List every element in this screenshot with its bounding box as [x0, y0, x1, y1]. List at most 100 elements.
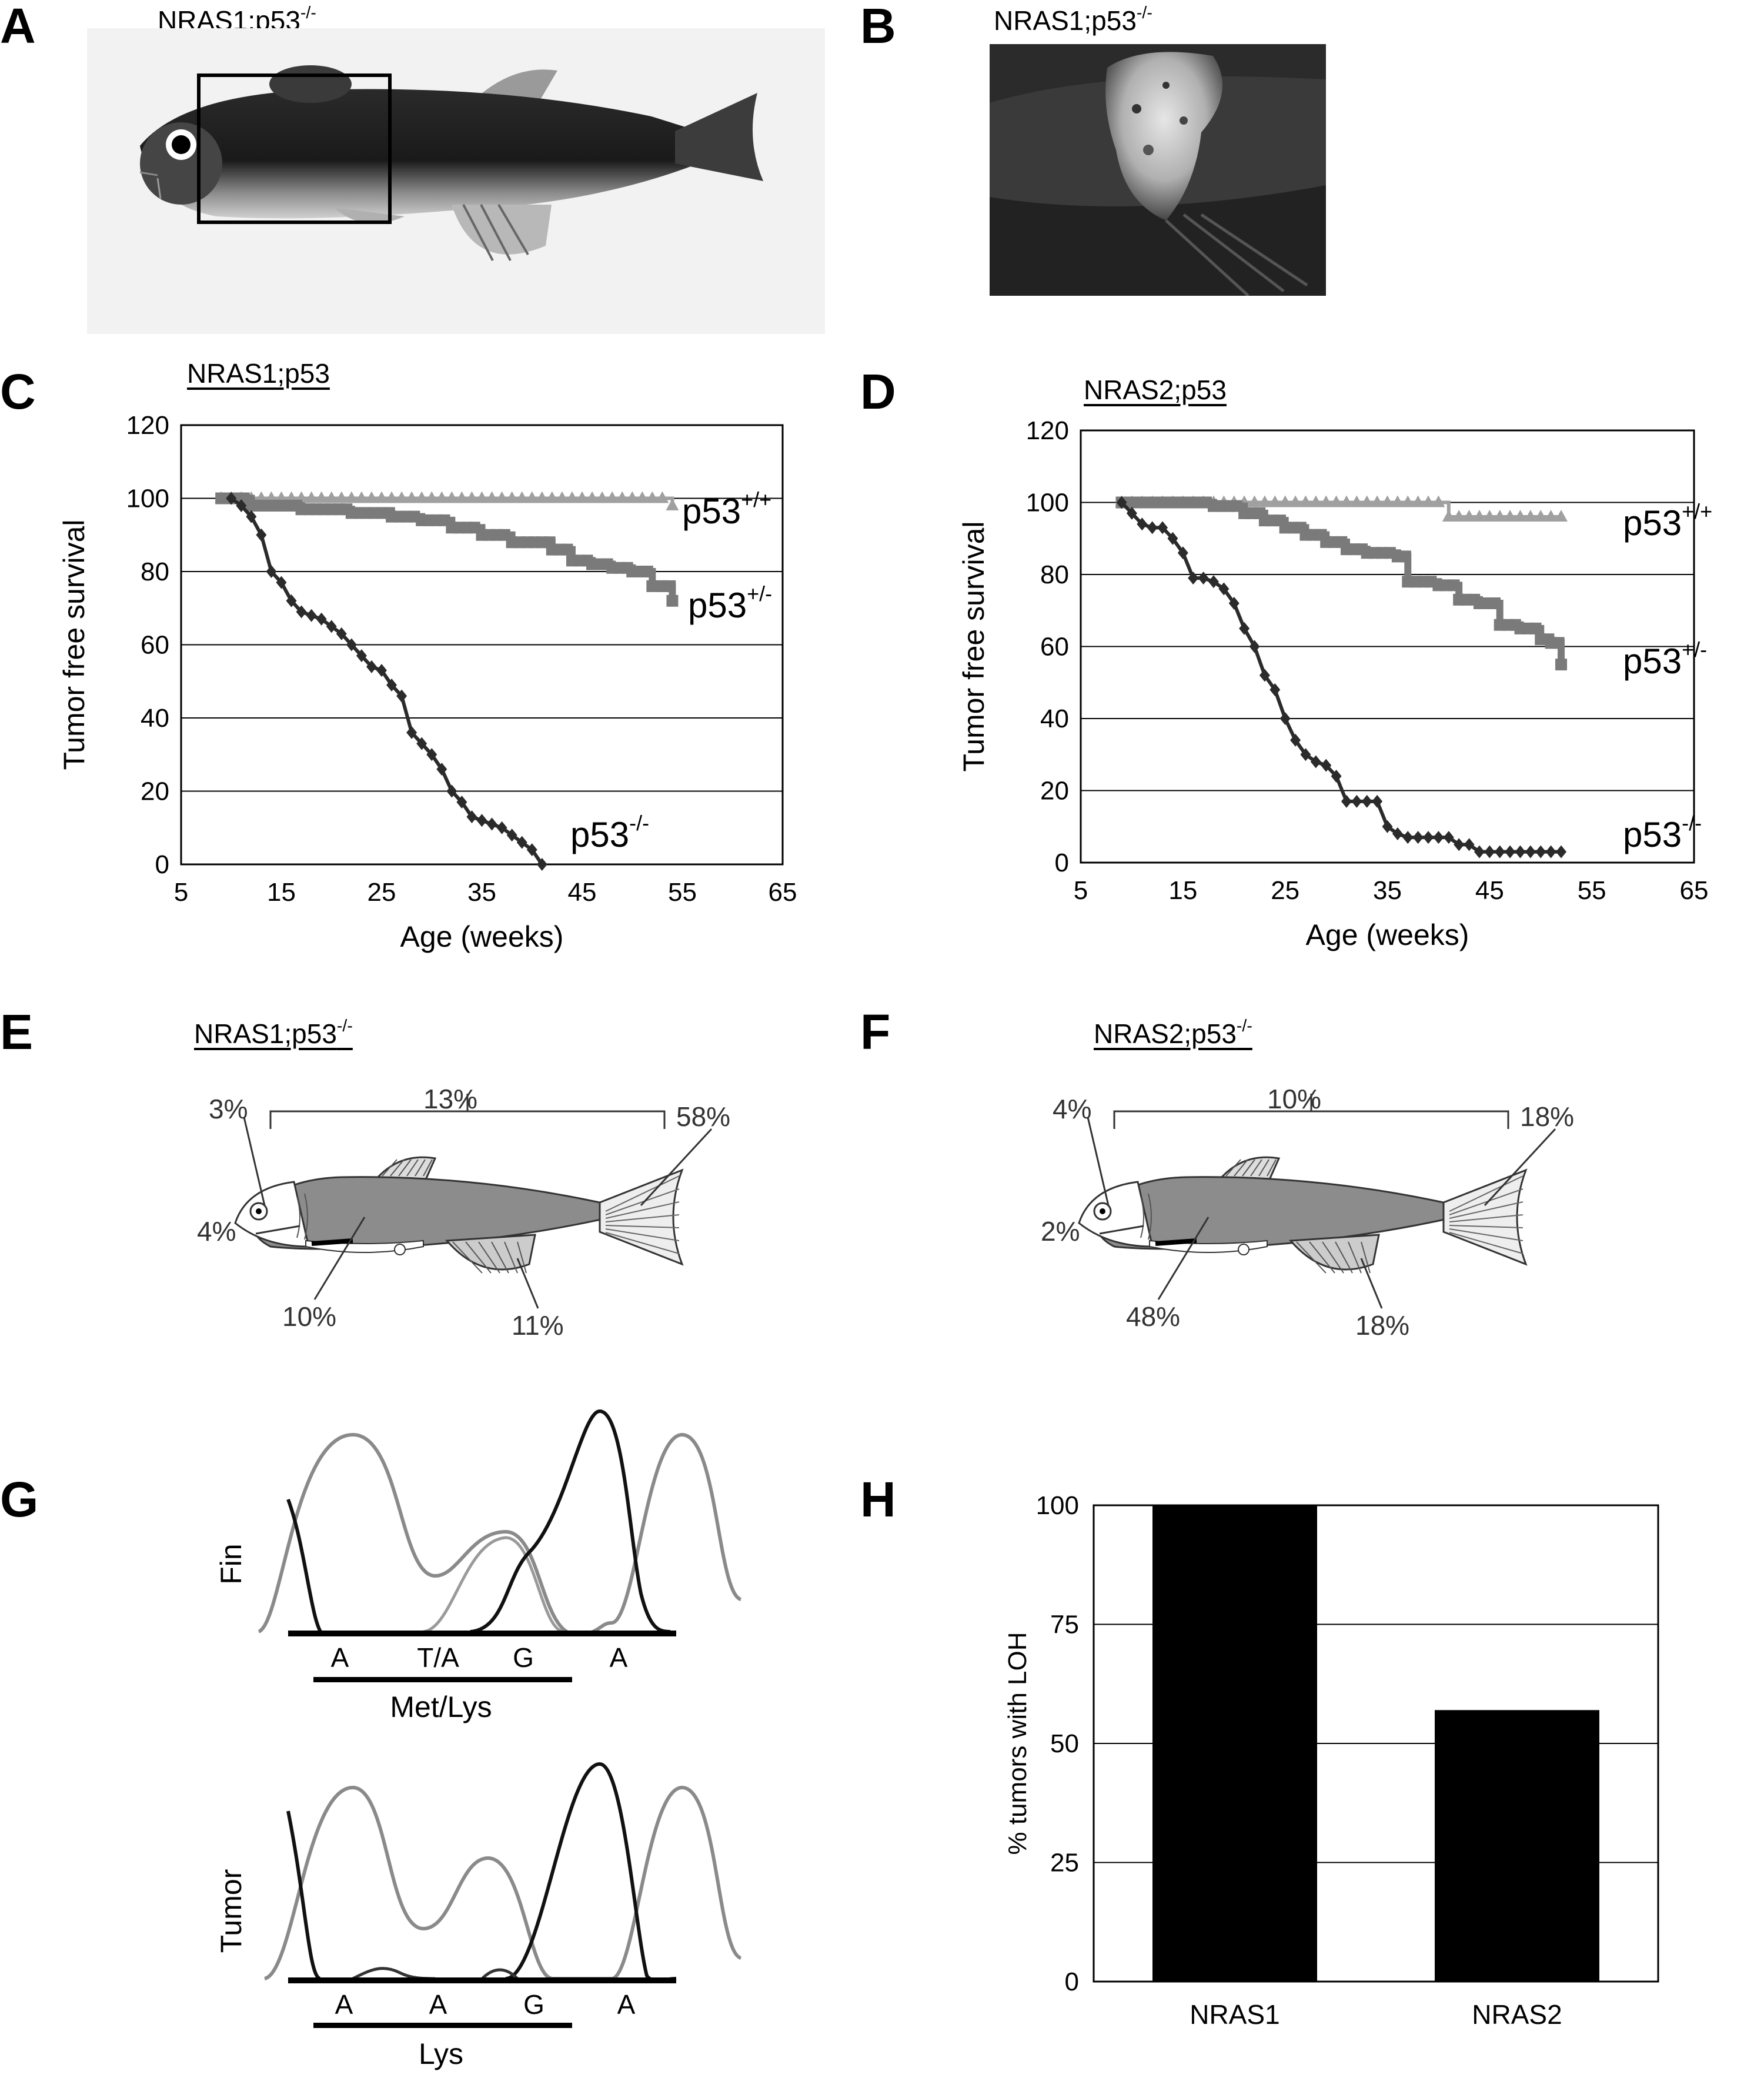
data-point	[325, 491, 338, 503]
y-tick-label: 0	[1065, 1967, 1079, 1996]
data-point	[1269, 683, 1281, 696]
data-point	[1392, 827, 1403, 840]
y-tick-label: 100	[126, 485, 169, 513]
data-point	[315, 491, 328, 503]
data-point	[455, 491, 469, 503]
chart-h: 0 25 50 75 100 NRAS1 NRAS2 % tumors with LOH	[1003, 1491, 1659, 2030]
series-label: p53+/-	[688, 582, 772, 625]
data-point	[636, 491, 649, 503]
y-tick-label: 20	[1040, 777, 1069, 806]
panel-letter-e: E	[0, 1004, 34, 1060]
data-point	[1300, 748, 1311, 761]
row-label-fin: Fin	[215, 1544, 248, 1584]
series-label: p53-/-	[570, 811, 649, 854]
data-point	[1228, 597, 1240, 610]
panel-e-title: NRAS1;p53-/-	[194, 1017, 353, 1049]
fin-codon-bar	[313, 1677, 572, 1682]
chart-d: 0 20 40 60 80 100 120 5 15 25 35 45 55 65 Age (weeks) T…	[957, 416, 1712, 951]
data-point	[385, 491, 399, 503]
data-point	[1514, 510, 1527, 522]
data-point	[1535, 845, 1546, 858]
data-point	[1423, 831, 1434, 844]
label-f-tail: 18%	[1520, 1101, 1574, 1132]
data-point	[1474, 845, 1485, 858]
data-point	[1310, 755, 1321, 769]
data-point	[1341, 794, 1352, 808]
label-f-eye: 4%	[1053, 1094, 1091, 1124]
data-point	[1556, 845, 1567, 858]
panel-letter-b: B	[860, 0, 896, 54]
data-point	[646, 491, 659, 503]
data-point	[666, 498, 679, 510]
data-point	[1493, 510, 1506, 522]
data-point	[565, 491, 579, 503]
data-point	[1351, 794, 1362, 808]
data-point	[1399, 550, 1411, 563]
data-point	[266, 565, 277, 578]
data-point	[476, 814, 487, 827]
data-point	[446, 784, 457, 798]
data-point	[1309, 495, 1322, 507]
data-point	[1258, 495, 1271, 507]
data-point	[336, 627, 347, 640]
fin-baseline	[288, 1631, 676, 1636]
data-point	[1290, 733, 1301, 747]
x-tick-label: 35	[1373, 876, 1402, 905]
data-point	[515, 491, 529, 503]
data-point	[1350, 495, 1364, 507]
data-point	[405, 491, 419, 503]
data-point	[276, 576, 287, 589]
data-point	[1167, 532, 1178, 545]
y-tick-label: 0	[155, 850, 169, 879]
data-point	[345, 491, 358, 503]
data-point	[1319, 495, 1333, 507]
label-f-trunk: 10%	[1267, 1084, 1321, 1114]
data-point	[415, 491, 429, 503]
data-point	[1371, 495, 1384, 507]
panel-letter-f: F	[860, 1004, 891, 1060]
data-point	[365, 491, 378, 503]
y-tick-label: 20	[141, 777, 169, 806]
x-tick-label: 65	[769, 878, 797, 907]
data-point	[1198, 572, 1209, 585]
panel-letter-g: G	[0, 1472, 39, 1527]
fin-trace-black	[286, 1409, 671, 1636]
series-p53-/-	[1116, 496, 1567, 858]
data-point	[1505, 845, 1516, 858]
data-point	[1331, 770, 1342, 783]
x-axis-label: Age (weeks)	[1306, 918, 1469, 951]
series-label: p53+/+	[682, 487, 771, 531]
data-point	[406, 726, 417, 739]
data-point	[246, 510, 257, 523]
x-tick-label: 15	[267, 878, 296, 907]
chart-c: 0 20 40 60 80 100 120 5 15 25 35 45 55 65 Age (weeks) T…	[58, 411, 797, 953]
data-point	[1483, 510, 1496, 522]
data-point	[346, 638, 357, 652]
data-point	[386, 678, 397, 691]
data-point	[535, 491, 549, 503]
data-point	[596, 491, 609, 503]
tumor-baseline	[288, 1977, 676, 1983]
data-point	[1382, 820, 1393, 833]
panel-c-title: NRAS1;p53	[187, 358, 330, 389]
data-point	[1433, 831, 1444, 844]
data-point	[1401, 495, 1415, 507]
data-point	[1248, 495, 1261, 507]
y-tick-label: 0	[1055, 848, 1069, 877]
data-point	[395, 491, 409, 503]
data-point	[486, 817, 497, 831]
data-point	[306, 609, 317, 622]
y-tick-label: 60	[1040, 633, 1069, 662]
data-point	[475, 491, 489, 503]
y-tick-label: 120	[1026, 416, 1069, 445]
fish-diagram-f: 4% 10% 18% 2% 48% 18%	[1041, 1084, 1574, 1341]
tumor-base-2: A	[429, 1989, 447, 2020]
fish-photo-a	[87, 28, 825, 334]
data-point	[1411, 495, 1425, 507]
data-point	[305, 491, 318, 503]
tumor-photo-b	[990, 44, 1326, 296]
y-tick-label: 60	[141, 631, 169, 660]
data-point	[1472, 510, 1486, 522]
y-axis-label: Tumor free survival	[58, 519, 91, 770]
data-point	[1494, 845, 1505, 858]
